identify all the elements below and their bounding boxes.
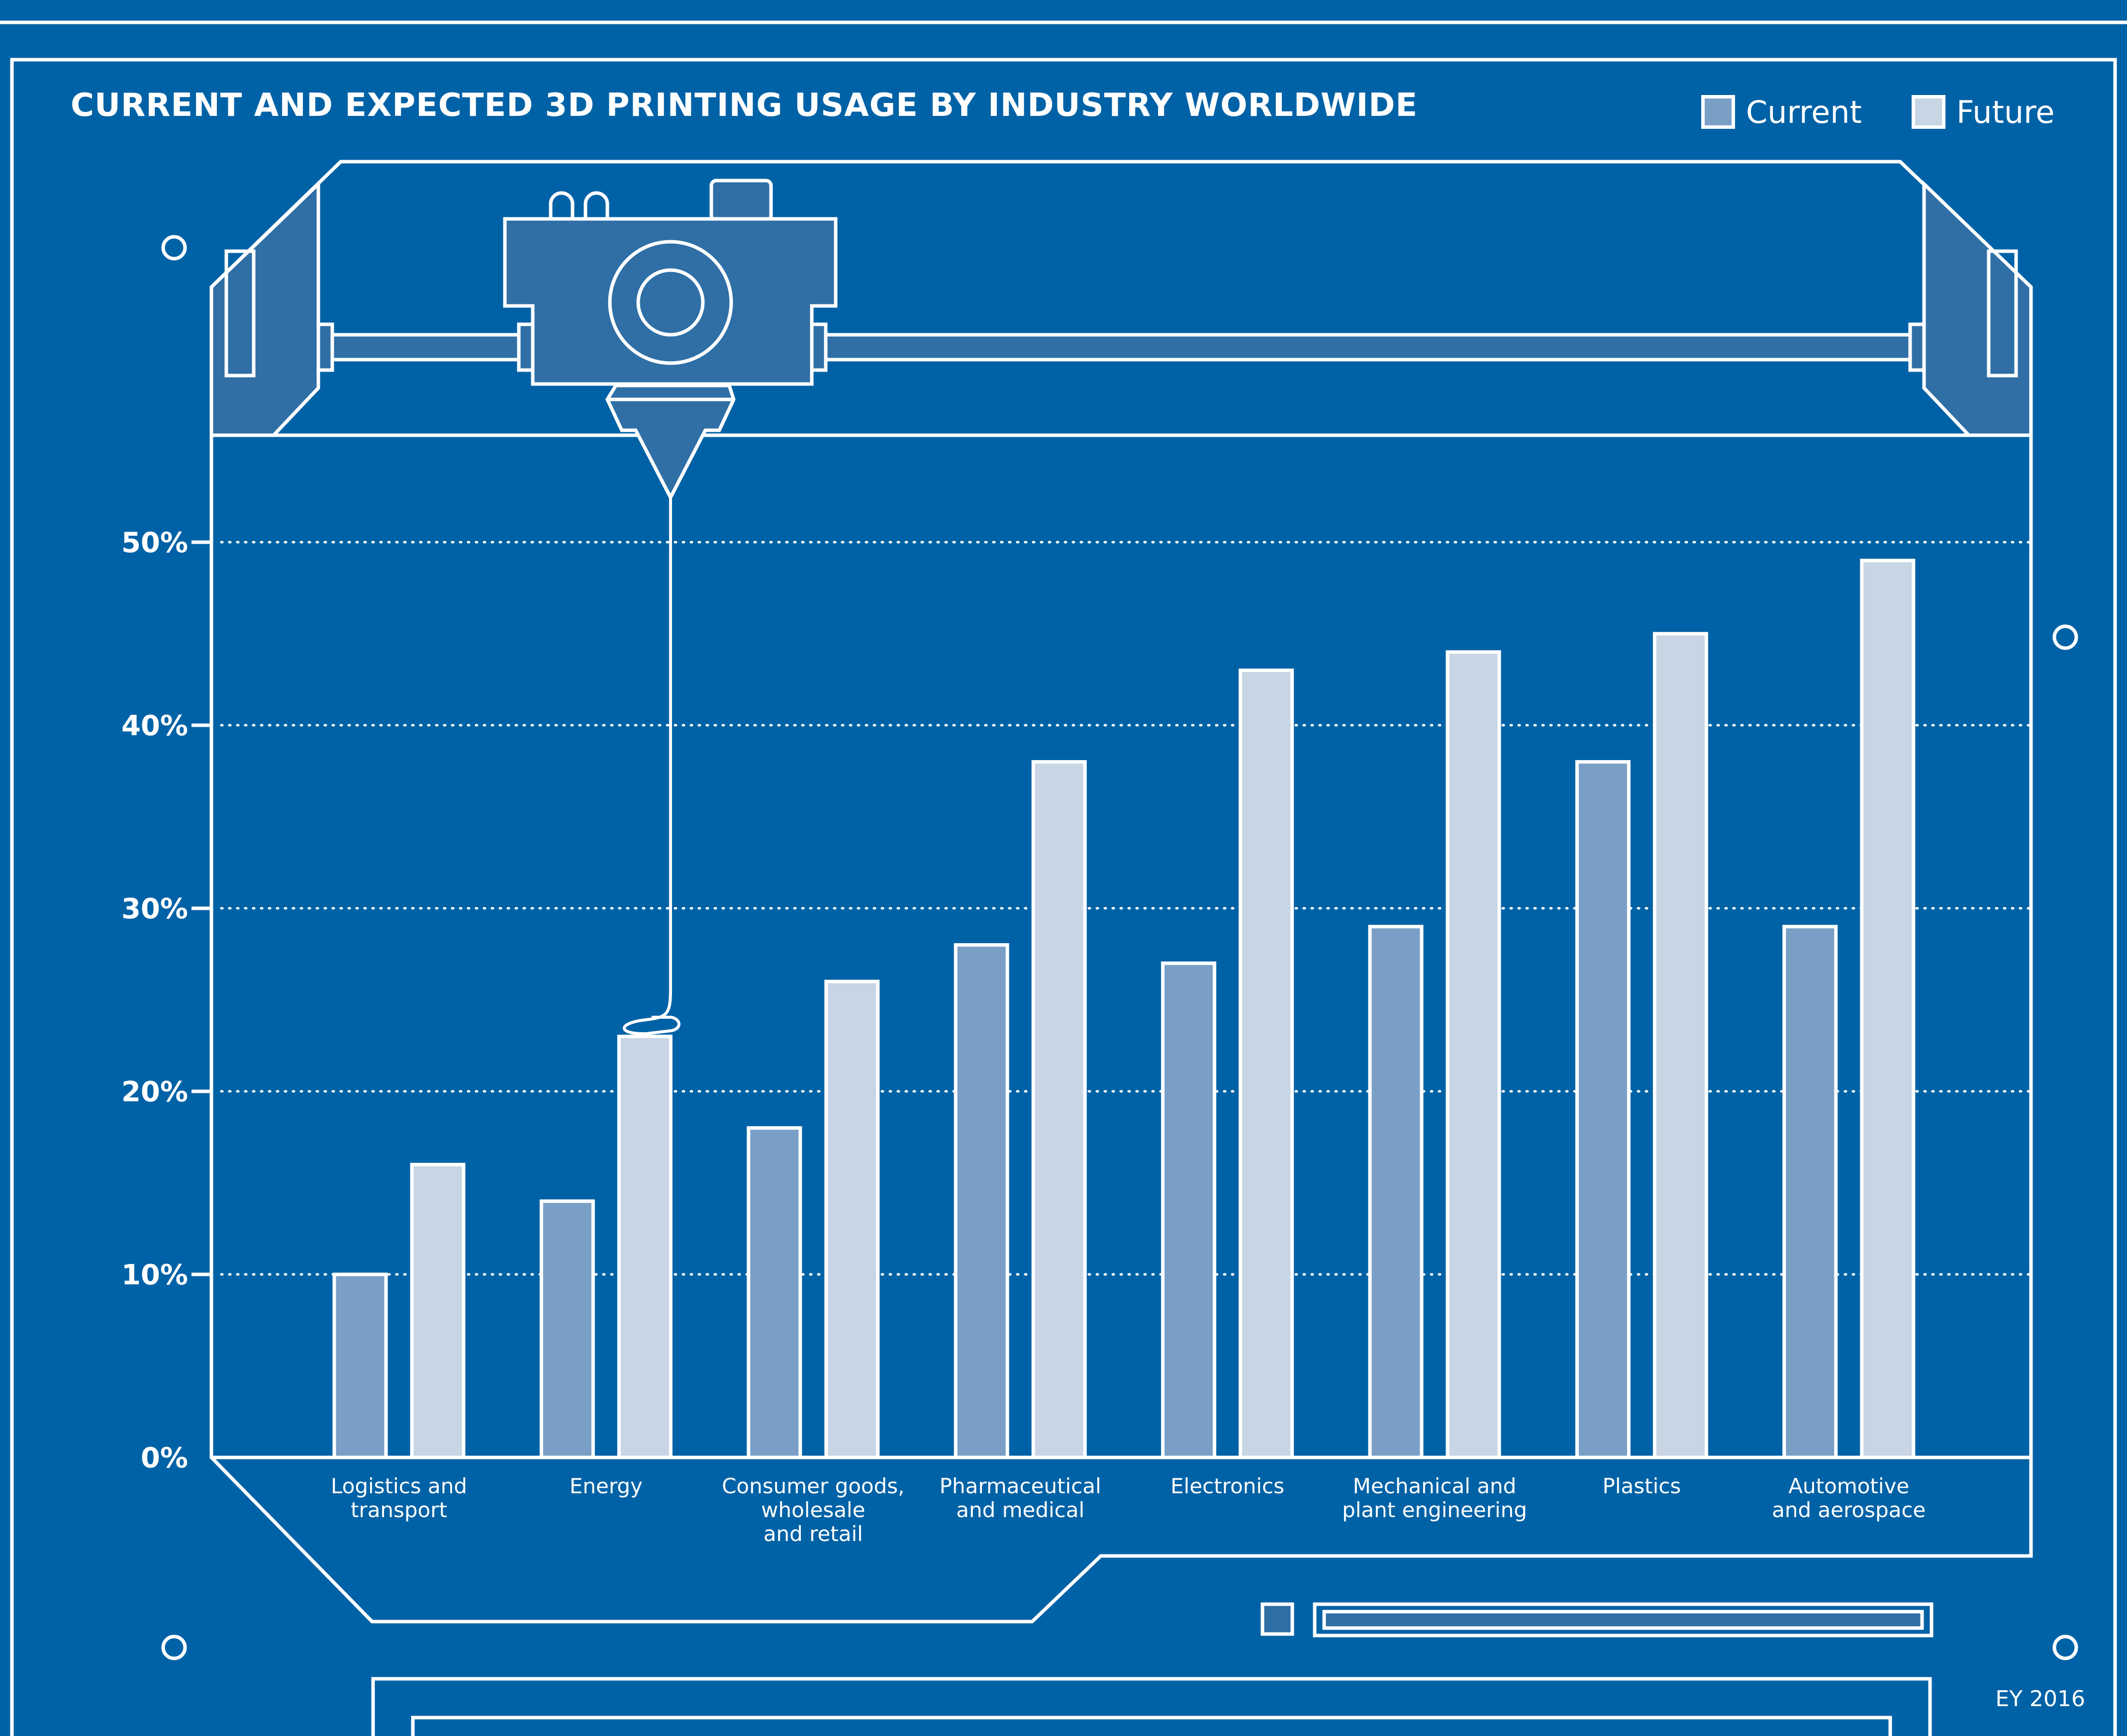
- legend-future: Future: [1912, 92, 2054, 132]
- category-label: Mechanical and: [1353, 1474, 1517, 1498]
- category-label: Energy: [570, 1474, 643, 1498]
- screw-icon: [2052, 1635, 2078, 1660]
- bar-future: [1860, 559, 1916, 1459]
- nozzle: [605, 384, 736, 501]
- screw-icon: [2052, 624, 2078, 650]
- category-label: Automotive: [1788, 1474, 1909, 1498]
- left-rail-clip: [316, 322, 334, 372]
- right-bracket-slot: [1987, 249, 2018, 378]
- bar-current: [1575, 760, 1631, 1459]
- category-label: Consumer goods,: [722, 1474, 904, 1498]
- inner-frame: [10, 58, 2117, 1736]
- left-bracket-slot: [224, 249, 256, 378]
- screw-icon: [161, 235, 187, 261]
- category-label: wholesale: [761, 1498, 865, 1522]
- rail-right: [814, 333, 1912, 362]
- left-bracket: [209, 180, 320, 437]
- bar-current: [747, 1126, 802, 1459]
- y-tick-label: 10%: [121, 1259, 188, 1291]
- chart-title: CURRENT AND EXPECTED 3D PRINTING USAGE B…: [71, 87, 1418, 124]
- right-bracket: [1922, 180, 2033, 437]
- screw-icon: [161, 1635, 187, 1660]
- category-label: and aerospace: [1772, 1498, 1926, 1522]
- category-label: Electronics: [1170, 1474, 1284, 1498]
- category-label: transport: [351, 1498, 447, 1522]
- category-label: Pharmaceutical: [940, 1474, 1101, 1498]
- print-head-knob-right: [583, 191, 609, 219]
- bar-future: [824, 979, 880, 1459]
- print-head-inner-ring: [636, 268, 705, 337]
- legend-current-swatch: [1701, 95, 1735, 129]
- source-note: EY 2016: [1995, 1686, 2085, 1712]
- card-slot-outer: [1313, 1602, 1934, 1638]
- y-tick-label: 40%: [121, 710, 188, 742]
- legend-future-label: Future: [1956, 94, 2055, 130]
- bar-current: [954, 943, 1009, 1459]
- y-tick-label: 30%: [121, 893, 188, 925]
- print-head-clip-right: [810, 322, 828, 372]
- print-head-clip-left: [517, 322, 535, 372]
- y-tick-label: 50%: [121, 527, 188, 559]
- bar-future: [1652, 632, 1708, 1459]
- rail-left: [330, 333, 525, 362]
- right-rail-clip: [1908, 322, 1926, 372]
- print-head-knob-left: [549, 191, 575, 219]
- bar-future: [617, 1035, 673, 1459]
- bar-future: [1031, 760, 1087, 1459]
- bar-current: [539, 1199, 595, 1459]
- y-tick-labels: 0% 10% 20% 30% 40% 50%: [121, 527, 188, 1474]
- legend-current: Current: [1701, 92, 1862, 132]
- category-label: and medical: [956, 1498, 1084, 1522]
- bar-current: [1368, 925, 1424, 1459]
- print-head-body: [503, 217, 838, 386]
- bars-layer: [332, 559, 1916, 1459]
- filament: [623, 497, 680, 1036]
- category-label: Logistics and: [331, 1474, 467, 1498]
- bar-future: [1446, 650, 1501, 1459]
- legend-current-label: Current: [1746, 94, 1862, 130]
- print-head-outer-ring: [608, 240, 733, 365]
- status-light: [1260, 1602, 1294, 1636]
- legend-future-swatch: [1912, 95, 1945, 129]
- category-label: plant engineering: [1342, 1498, 1527, 1522]
- grid-layer: [192, 540, 2032, 1276]
- printer-body-outline: [209, 160, 2033, 1624]
- bar-future: [410, 1162, 466, 1459]
- category-label: and retail: [764, 1522, 863, 1546]
- y-tick-label: 0%: [141, 1442, 188, 1474]
- bottom-panel-outer: [371, 1677, 1932, 1736]
- bar-current: [1161, 961, 1217, 1459]
- category-label: Plastics: [1603, 1474, 1681, 1498]
- card-slot-inner: [1322, 1610, 1924, 1630]
- y-tick-label: 20%: [121, 1076, 188, 1108]
- bottom-panel-inner: [411, 1716, 1892, 1736]
- bar-current: [332, 1272, 388, 1459]
- bar-future: [1239, 669, 1294, 1459]
- bar-current: [1782, 925, 1838, 1459]
- print-head-cap: [709, 179, 773, 222]
